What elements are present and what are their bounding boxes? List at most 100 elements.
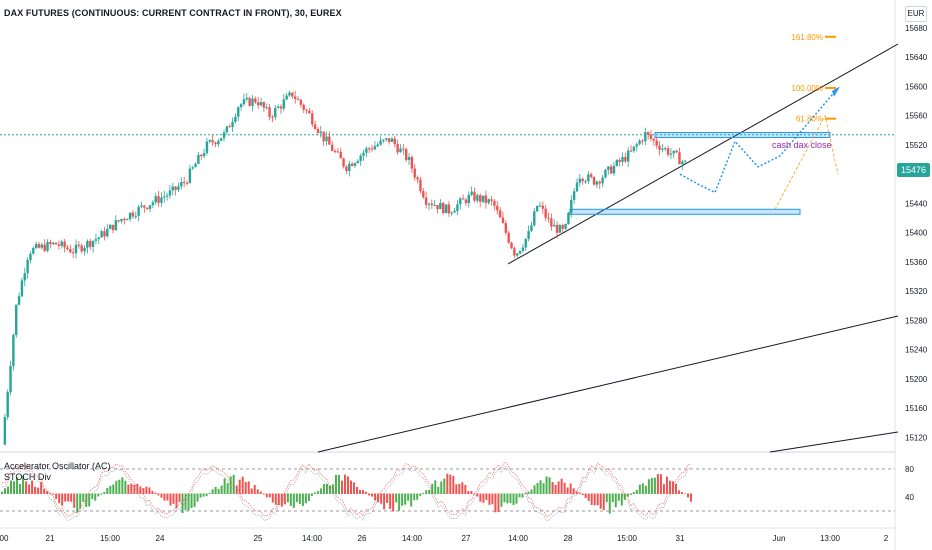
candle-body	[521, 247, 525, 251]
indicator-label-stoch[interactable]: STOCH Div	[4, 472, 51, 482]
oscillator-bar	[169, 493, 172, 506]
candle-body	[140, 205, 143, 207]
candle-body	[356, 161, 360, 164]
stoch-d-line	[1, 465, 692, 522]
candle-body	[83, 247, 86, 252]
candle-body	[638, 140, 641, 145]
candle-body	[15, 304, 18, 335]
oscillator-bar	[16, 477, 19, 494]
oscillator-bar	[55, 493, 58, 499]
candle-body	[217, 140, 220, 145]
oscillator-bar	[515, 493, 518, 504]
oscillator-bar	[196, 493, 199, 502]
oscillator-bar	[148, 487, 151, 494]
candle-body	[239, 104, 243, 108]
candle-body	[339, 151, 342, 159]
y-tick-label: 15680	[905, 24, 928, 33]
candle-body	[103, 231, 106, 237]
candle-body	[601, 177, 604, 184]
oscillator-bar	[142, 488, 145, 494]
candle-body	[439, 202, 442, 210]
candle-body	[575, 182, 579, 192]
oscillator-bar	[262, 493, 265, 495]
candle-body	[208, 140, 211, 142]
indicator-label-ac[interactable]: Accelerator Oscillator (AC)	[4, 461, 111, 471]
candle-body	[655, 140, 658, 146]
candle-body	[459, 198, 462, 205]
oscillator-bar	[313, 492, 316, 494]
candle-body	[555, 224, 559, 233]
oscillator-bar	[353, 482, 356, 494]
oscillator-bar	[659, 474, 662, 494]
oscillator-bar	[97, 493, 100, 497]
oscillator-bar	[298, 493, 301, 505]
candle-body	[678, 152, 681, 165]
y-tick-label: 15400	[905, 229, 928, 238]
candle-body	[379, 140, 382, 145]
candle-body	[604, 169, 607, 178]
oscillator-bar	[157, 493, 160, 496]
oscillator-bar	[536, 482, 539, 494]
oscillator-bar	[217, 488, 220, 494]
candle-body	[97, 237, 100, 240]
candle-body	[74, 244, 78, 254]
oscillator-bar	[554, 484, 557, 494]
oscillator-bar	[686, 493, 689, 498]
candle-body	[274, 107, 277, 118]
oscillator-bar	[259, 491, 262, 494]
candle-body	[200, 154, 203, 157]
x-tick-label: 28	[564, 534, 573, 543]
oscillator-bar	[271, 493, 274, 503]
oscillator-bar	[443, 478, 446, 494]
oscillator-bar	[560, 478, 563, 494]
candle-body	[120, 219, 123, 222]
candle-body	[362, 152, 365, 156]
oscillator-bar	[584, 493, 587, 498]
candle-body	[180, 182, 183, 187]
candle-body	[336, 151, 340, 153]
resistance-zone	[654, 132, 831, 139]
candle-body	[621, 156, 624, 162]
oscillator-bar	[301, 493, 304, 507]
oscillator-bar	[133, 484, 136, 494]
oscillator-bar	[464, 484, 467, 494]
oscillator-bar	[229, 476, 232, 494]
oscillator-bar	[310, 493, 313, 496]
oscillator-bar	[40, 482, 43, 494]
candle-body	[456, 204, 459, 211]
oscillator-bar	[569, 483, 572, 494]
chart-title: DAX FUTURES (CONTINUOUS: CURRENT CONTRAC…	[4, 8, 342, 18]
candle-body	[496, 205, 499, 211]
osc-tick-label: 80	[905, 465, 914, 474]
oscillator-bar	[596, 493, 599, 506]
candle-body	[518, 250, 522, 254]
oscillator-bar	[106, 488, 109, 494]
oscillator-bar	[124, 480, 127, 494]
candle-body	[228, 126, 231, 128]
oscillator-bar	[605, 493, 608, 503]
currency-badge[interactable]: EUR	[905, 6, 927, 22]
candle-body	[407, 157, 411, 160]
candle-body	[393, 138, 397, 145]
candle-body	[419, 179, 422, 192]
candle-body	[666, 148, 670, 155]
candle-body	[493, 200, 496, 206]
oscillator-bar	[362, 490, 365, 494]
oscillator-bar	[506, 493, 509, 504]
oscillator-bar	[265, 493, 268, 498]
oscillator-bar	[476, 493, 479, 497]
candle-body	[413, 168, 416, 178]
candle-body	[302, 104, 305, 110]
candle-body	[387, 138, 391, 142]
fib-level-label: 161.80%	[791, 33, 823, 42]
candle-body	[234, 116, 237, 122]
oscillator-bar	[383, 493, 386, 510]
candle-body	[134, 215, 137, 217]
oscillator-bar	[527, 491, 530, 494]
candle-body	[23, 273, 26, 281]
oscillator-bar	[43, 489, 46, 494]
oscillator-bar	[37, 487, 40, 494]
candle-body	[43, 244, 46, 251]
oscillator-bar	[214, 486, 217, 494]
